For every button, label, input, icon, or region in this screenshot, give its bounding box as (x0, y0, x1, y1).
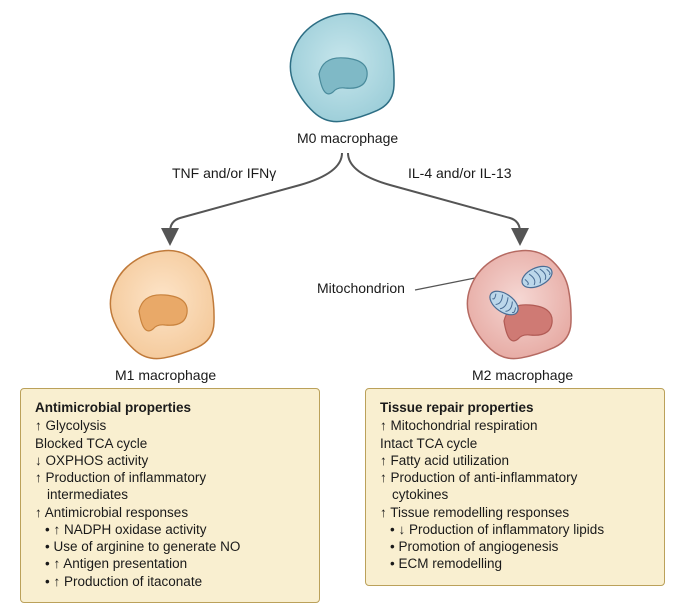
box-line: ↑ Production of inflammatory (35, 469, 305, 486)
cell-m0-label: M0 macrophage (297, 130, 398, 146)
box-line: ↑ Antimicrobial responses (35, 504, 305, 521)
box-bullets: ↑ NADPH oxidase activityUse of arginine … (35, 521, 305, 590)
box-heading: Tissue repair properties (380, 399, 650, 416)
box-bullet: ↑ Production of itaconate (53, 573, 305, 590)
m1-properties-box: Antimicrobial properties↑ GlycolysisBloc… (20, 388, 320, 603)
box-line: cytokines (380, 486, 650, 503)
box-line: intermediates (35, 486, 305, 503)
box-line: Blocked TCA cycle (35, 435, 305, 452)
box-line: ↑ Glycolysis (35, 417, 305, 434)
cell-m2-label: M2 macrophage (472, 367, 573, 383)
cell-m2 (452, 245, 592, 365)
arrow-left-label: TNF and/or IFNγ (172, 165, 276, 181)
box-bullet: ↓ Production of inflammatory lipids (398, 521, 650, 538)
box-line: ↓ OXPHOS activity (35, 452, 305, 469)
box-bullet: Use of arginine to generate NO (53, 538, 305, 555)
mito-pointer-label: Mitochondrion (317, 280, 405, 296)
arrow-right-label: IL-4 and/or IL-13 (408, 165, 512, 181)
box-line: ↑ Production of anti-inflammatory (380, 469, 650, 486)
box-line: ↑ Fatty acid utilization (380, 452, 650, 469)
box-bullet: ↑ Antigen presentation (53, 555, 305, 572)
m2-properties-box: Tissue repair properties↑ Mitochondrial … (365, 388, 665, 586)
box-heading: Antimicrobial properties (35, 399, 305, 416)
box-bullet: ECM remodelling (398, 555, 650, 572)
cell-m0 (275, 8, 415, 128)
cell-m1-label: M1 macrophage (115, 367, 216, 383)
box-bullet: Promotion of angiogenesis (398, 538, 650, 555)
box-bullet: ↑ NADPH oxidase activity (53, 521, 305, 538)
box-line: Intact TCA cycle (380, 435, 650, 452)
box-bullets: ↓ Production of inflammatory lipidsPromo… (380, 521, 650, 573)
box-line: ↑ Mitochondrial respiration (380, 417, 650, 434)
box-line: ↑ Tissue remodelling responses (380, 504, 650, 521)
cell-m1 (95, 245, 235, 365)
